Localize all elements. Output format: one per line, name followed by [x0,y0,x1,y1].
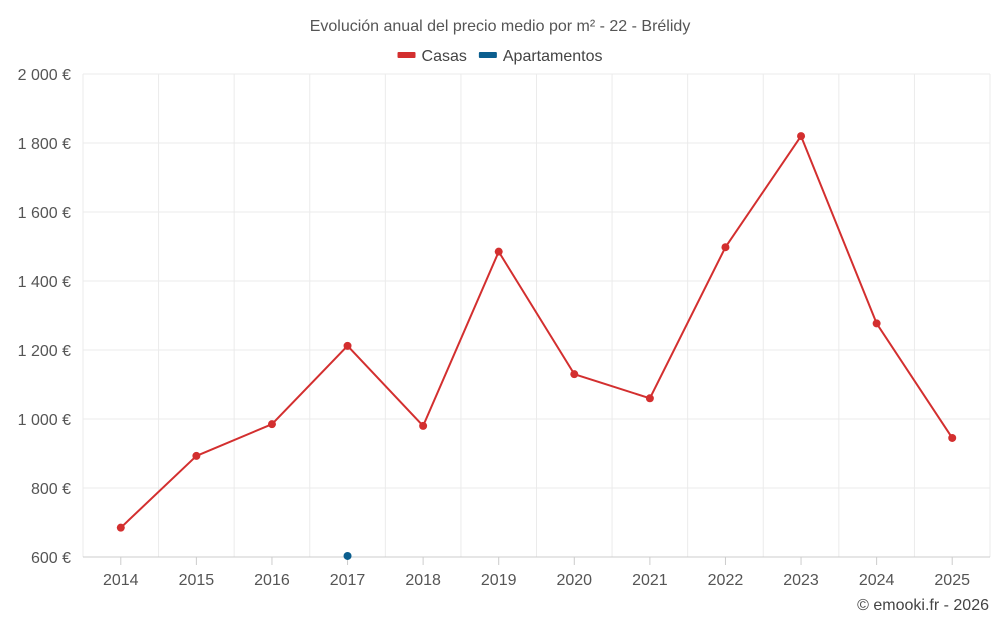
data-point-casas[interactable] [192,451,201,460]
legend-label-casas: Casas [422,48,467,65]
legend-swatch-casas [397,52,416,58]
x-tick-label: 2015 [179,572,215,589]
y-tick-label: 800 € [31,481,71,498]
data-point-apartamentos[interactable] [343,551,352,560]
x-tick-label: 2014 [103,572,139,589]
y-tick-label: 2 000 € [18,67,71,84]
credit-text: © emooki.fr - 2026 [857,597,989,614]
y-tick-label: 1 600 € [18,205,71,222]
data-point-casas[interactable] [797,132,806,141]
data-point-casas[interactable] [343,341,352,350]
x-tick-label: 2025 [934,572,970,589]
y-tick-label: 1 200 € [18,343,71,360]
data-point-casas[interactable] [645,394,654,403]
series-line-casas [120,135,954,529]
axes: 600 € 800 € 1 000 € 1 200 € 1 400 € 1 600 € 1 … [18,67,990,589]
x-tick-label: 2021 [632,572,668,589]
y-tick-label: 1 000 € [18,412,71,429]
data-point-casas[interactable] [494,247,503,256]
legend-swatch-apartamentos [478,52,497,58]
y-tick-label: 1 800 € [18,136,71,153]
x-tick-label: 2017 [330,572,366,589]
grid [82,73,991,558]
y-tick-label: 600 € [31,550,71,567]
x-tick-label: 2020 [556,572,592,589]
data-point-casas[interactable] [419,421,428,430]
series [116,132,957,560]
data-point-casas[interactable] [721,243,730,252]
x-tick-label: 2018 [405,572,441,589]
legend-item-apartamentos[interactable]: Apartamentos [478,48,603,65]
legend-item-casas[interactable]: Casas [397,48,467,65]
data-point-casas[interactable] [116,523,125,532]
x-tick-label: 2023 [783,572,819,589]
legend[interactable]: Casas Apartamentos [397,48,603,65]
x-tick-label: 2016 [254,572,290,589]
data-point-casas[interactable] [267,420,276,429]
data-point-casas[interactable] [948,433,957,442]
legend-label-apartamentos: Apartamentos [503,48,603,65]
chart-title: Evolución anual del precio medio por m² … [310,18,691,35]
y-tick-label: 1 400 € [18,274,71,291]
x-tick-label: 2022 [708,572,744,589]
data-point-casas[interactable] [570,370,579,379]
data-point-casas[interactable] [872,319,881,328]
x-tick-label: 2019 [481,572,517,589]
x-tick-label: 2024 [859,572,895,589]
